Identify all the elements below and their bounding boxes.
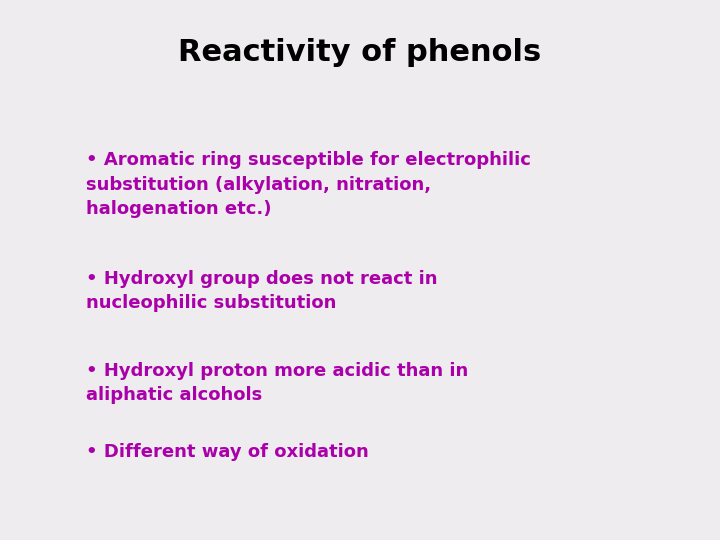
Text: • Hydroxyl group does not react in
nucleophilic substitution: • Hydroxyl group does not react in nucle…	[86, 270, 438, 312]
Text: • Different way of oxidation: • Different way of oxidation	[86, 443, 369, 461]
Text: Reactivity of phenols: Reactivity of phenols	[179, 38, 541, 67]
Text: • Aromatic ring susceptible for electrophilic
substitution (alkylation, nitratio: • Aromatic ring susceptible for electrop…	[86, 151, 531, 218]
Text: • Hydroxyl proton more acidic than in
aliphatic alcohols: • Hydroxyl proton more acidic than in al…	[86, 362, 469, 404]
